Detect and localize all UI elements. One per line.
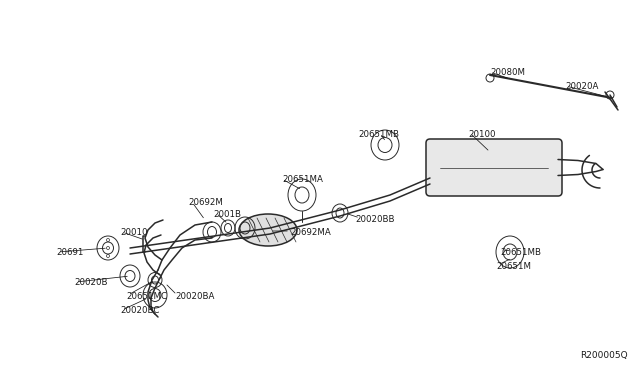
Text: 2001B: 2001B: [213, 210, 241, 219]
Text: 20651M: 20651M: [496, 262, 531, 271]
Text: 20692M: 20692M: [188, 198, 223, 207]
FancyBboxPatch shape: [426, 139, 562, 196]
Text: 20020BA: 20020BA: [175, 292, 214, 301]
Text: 20691: 20691: [56, 248, 83, 257]
Text: R200005Q: R200005Q: [580, 351, 628, 360]
Text: 20010: 20010: [120, 228, 147, 237]
Text: 20020B: 20020B: [74, 278, 108, 287]
Text: 20692MA: 20692MA: [290, 228, 331, 237]
Text: 20020BC: 20020BC: [120, 306, 159, 315]
Text: 20651MC: 20651MC: [126, 292, 167, 301]
Text: 20020BB: 20020BB: [355, 215, 394, 224]
Text: 20100: 20100: [468, 130, 495, 139]
Text: 20080M: 20080M: [490, 68, 525, 77]
Ellipse shape: [239, 214, 297, 246]
Text: 20020A: 20020A: [565, 82, 598, 91]
Text: 20651MA: 20651MA: [282, 175, 323, 184]
Text: 20651MB: 20651MB: [358, 130, 399, 139]
Text: 20651MB: 20651MB: [500, 248, 541, 257]
